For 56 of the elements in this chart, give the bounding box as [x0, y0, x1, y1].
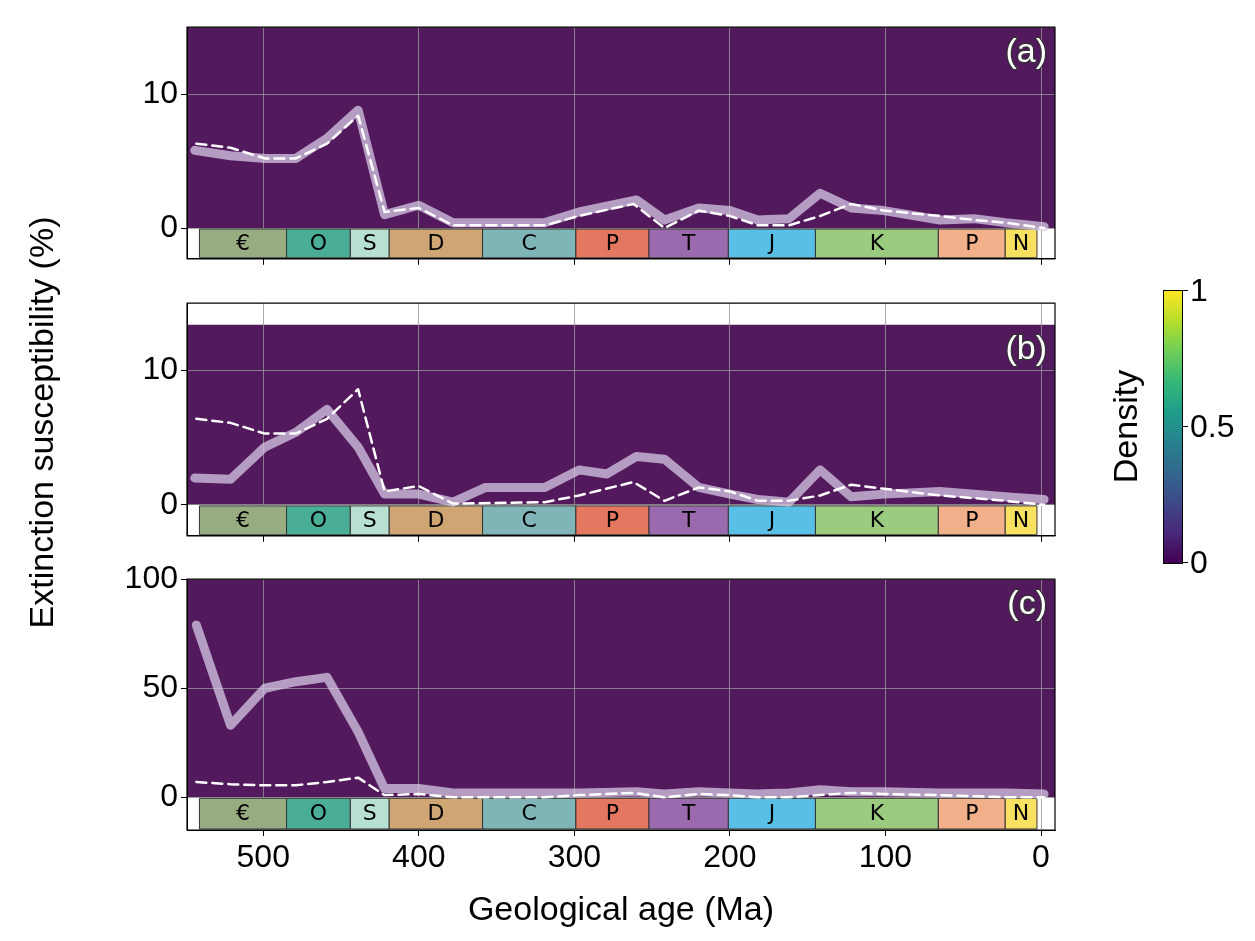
- band-label: J: [766, 506, 776, 532]
- band-label: S: [362, 506, 377, 532]
- x-tick-label: 100: [858, 838, 913, 875]
- band-label: P: [965, 799, 979, 825]
- band-label: P: [965, 229, 979, 255]
- band-label: O: [309, 799, 328, 825]
- band-label: S: [362, 229, 377, 255]
- line-series: [195, 776, 1046, 799]
- band-label: C: [521, 799, 537, 825]
- y-tick-label: 10: [142, 350, 178, 387]
- color-bar-title: Density: [1105, 369, 1145, 483]
- band-label: €: [236, 799, 250, 825]
- band-label: T: [680, 799, 696, 825]
- band-label: K: [869, 229, 885, 255]
- y-tick-label: 100: [124, 559, 178, 596]
- color-bar-label: 0.5: [1190, 408, 1235, 444]
- band-label: D: [427, 229, 445, 255]
- y-tick-label: 0: [160, 484, 178, 521]
- color-bar-label: 1: [1190, 272, 1208, 308]
- band-label: T: [680, 229, 696, 255]
- band-label: C: [521, 229, 537, 255]
- x-tick-label: 0: [1032, 838, 1050, 875]
- color-bar-label: 0: [1190, 544, 1208, 580]
- y-tick-label: 50: [142, 668, 178, 705]
- band-label: N: [1012, 229, 1030, 255]
- annotation: (c): [1007, 582, 1047, 621]
- band-label: O: [309, 229, 328, 255]
- band-label: D: [427, 506, 445, 532]
- band-label: J: [766, 229, 776, 255]
- band-label: P: [605, 506, 620, 532]
- y-tick-label: 0: [160, 777, 178, 814]
- y-axis-title: Extinction susceptibility (%): [22, 216, 62, 628]
- band-label: P: [605, 229, 620, 255]
- band-label: P: [605, 799, 620, 825]
- annotation: (a): [1005, 30, 1047, 69]
- band-label: D: [427, 799, 445, 825]
- band-label: €: [236, 229, 250, 255]
- band-label: N: [1012, 799, 1030, 825]
- y-tick-label: 0: [160, 207, 178, 244]
- band-label: T: [680, 506, 696, 532]
- band-label: P: [965, 506, 979, 532]
- band-label: C: [521, 506, 537, 532]
- band-label: S: [362, 799, 377, 825]
- band-label: K: [869, 799, 885, 825]
- band-label: K: [869, 506, 885, 532]
- band-label: N: [1012, 506, 1030, 532]
- band-label: O: [309, 506, 328, 532]
- band-label: €: [236, 506, 250, 532]
- x-tick-label: 300: [547, 838, 602, 875]
- annotation: (b): [1005, 328, 1047, 367]
- x-tick-label: 500: [236, 838, 290, 875]
- x-tick-label: 400: [392, 838, 446, 875]
- band-label: J: [766, 799, 776, 825]
- x-tick-label: 200: [703, 838, 757, 875]
- x-axis-title: Geological age (Ma): [467, 888, 775, 927]
- y-tick-label: 10: [142, 73, 178, 110]
